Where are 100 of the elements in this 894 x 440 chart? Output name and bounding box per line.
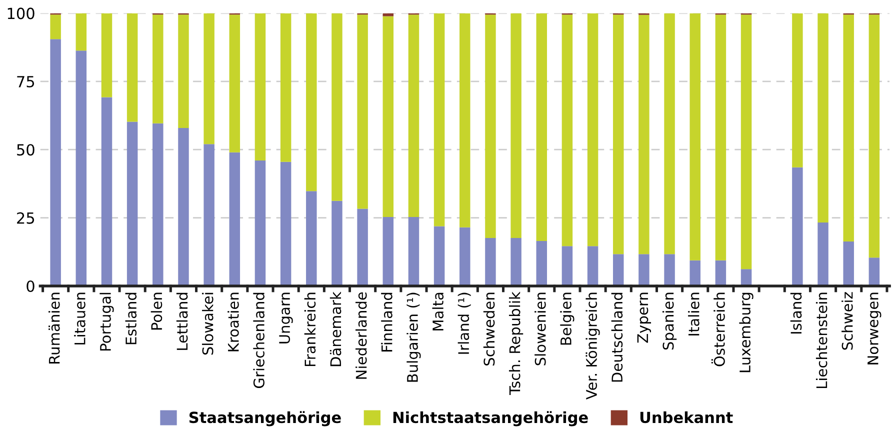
- bar: [664, 254, 675, 286]
- bar: [126, 13, 138, 122]
- bar: [434, 226, 445, 286]
- bar: [536, 13, 547, 241]
- bar: [50, 39, 61, 286]
- bar: [204, 144, 214, 286]
- bar: [408, 216, 420, 286]
- x-tick-label: Spanien: [662, 292, 677, 350]
- bar: [254, 13, 266, 161]
- bar: [843, 242, 854, 286]
- x-tick-label: Dänemark: [330, 292, 342, 366]
- bar: [126, 122, 138, 286]
- x-tick-label: Rumänien: [48, 292, 60, 364]
- bar: [76, 13, 87, 51]
- bar: [818, 13, 828, 222]
- y-tick-label: 50: [17, 144, 34, 156]
- bar: [357, 208, 368, 286]
- y-tick-label: 75: [17, 76, 34, 88]
- bar: [101, 97, 112, 286]
- x-tick-label: Slowakei: [202, 292, 214, 355]
- x-tick-label: Norwegen: [868, 292, 882, 364]
- x-tick-label: Österreich: [711, 292, 725, 366]
- x-tick-label: Litauen: [74, 292, 86, 344]
- bar: [76, 50, 87, 286]
- bar: [101, 13, 112, 98]
- x-tick-label: Italien: [688, 292, 700, 336]
- bar: [460, 13, 470, 228]
- x-tick-label: Irland (¹): [458, 292, 471, 354]
- bar: [152, 123, 164, 286]
- bar: [638, 14, 650, 254]
- x-tick-label: Island: [790, 292, 802, 334]
- x-tick-label: Kroatien: [228, 292, 239, 352]
- bar: [510, 238, 522, 286]
- bar: [587, 13, 598, 246]
- bar: [332, 13, 342, 201]
- bar: [562, 14, 573, 246]
- x-tick-label: Belgien: [560, 292, 574, 345]
- bar: [612, 14, 624, 254]
- bar: [638, 254, 650, 286]
- bar: [740, 269, 752, 286]
- x-tick-label: Niederlande: [356, 292, 367, 379]
- x-tick-label: Luxemburg: [739, 292, 754, 372]
- bar: [434, 13, 445, 226]
- bar: [868, 14, 880, 258]
- bar: [306, 13, 317, 192]
- x-tick-label: Lettland: [176, 292, 188, 350]
- y-tick-label: 25: [17, 212, 34, 224]
- y-tick-label: 0: [26, 280, 34, 292]
- x-tick-label: Zypern: [637, 292, 652, 343]
- bar: [690, 260, 700, 286]
- bar: [868, 258, 880, 286]
- bar: [690, 13, 700, 260]
- x-tick-label: Schweden: [483, 292, 495, 366]
- bar: [460, 227, 470, 286]
- bar: [382, 16, 394, 217]
- bar: [357, 14, 368, 209]
- bar: [178, 14, 189, 128]
- bar: [152, 14, 164, 124]
- x-tick-label: Schweiz: [842, 292, 853, 350]
- x-tick-label: Estland: [125, 292, 137, 344]
- bar: [280, 13, 292, 162]
- bar: [562, 246, 573, 286]
- x-tick-label: Polen: [150, 292, 162, 330]
- bar: [587, 246, 598, 286]
- x-tick-label: Malta: [432, 292, 444, 330]
- bar: [280, 162, 292, 286]
- bar: [612, 254, 624, 286]
- legend-label: Nichtstaatsangehörige: [393, 411, 588, 426]
- bar: [485, 238, 496, 286]
- x-tick-label: Ver. Königreich: [586, 292, 600, 400]
- bar: [510, 13, 522, 238]
- bar: [740, 14, 752, 270]
- x-tick-label: Finnland: [381, 292, 392, 352]
- x-tick-label: Portugal: [100, 292, 114, 351]
- bar: [818, 222, 828, 286]
- legend-label: Staatsangehörige: [189, 411, 341, 426]
- bar: [254, 160, 266, 286]
- bar: [50, 14, 61, 40]
- x-tick-label: Tsch. Republik: [508, 292, 524, 395]
- x-tick-label: Frankreich: [304, 292, 316, 366]
- x-tick-label: Slowenien: [534, 292, 546, 366]
- bar: [792, 13, 803, 168]
- x-tick-label: Deutschland: [611, 292, 623, 382]
- bar: [843, 14, 854, 242]
- bar: [178, 128, 189, 286]
- y-tick-label: 100: [8, 8, 34, 20]
- x-tick-label: Griechenland: [253, 292, 264, 388]
- x-tick-label: Bulgarien (¹): [406, 292, 421, 382]
- bar: [485, 14, 496, 238]
- bar: [408, 14, 420, 217]
- bar: [536, 240, 547, 286]
- bar: [715, 260, 726, 286]
- bar: [204, 13, 214, 144]
- bar: [382, 216, 394, 286]
- legend-label: Unbekannt: [640, 411, 733, 424]
- x-tick-label: Liechtenstein: [816, 292, 828, 388]
- bar: [229, 14, 240, 152]
- bar: [229, 152, 240, 286]
- bar: [792, 167, 803, 286]
- bar: [306, 191, 317, 286]
